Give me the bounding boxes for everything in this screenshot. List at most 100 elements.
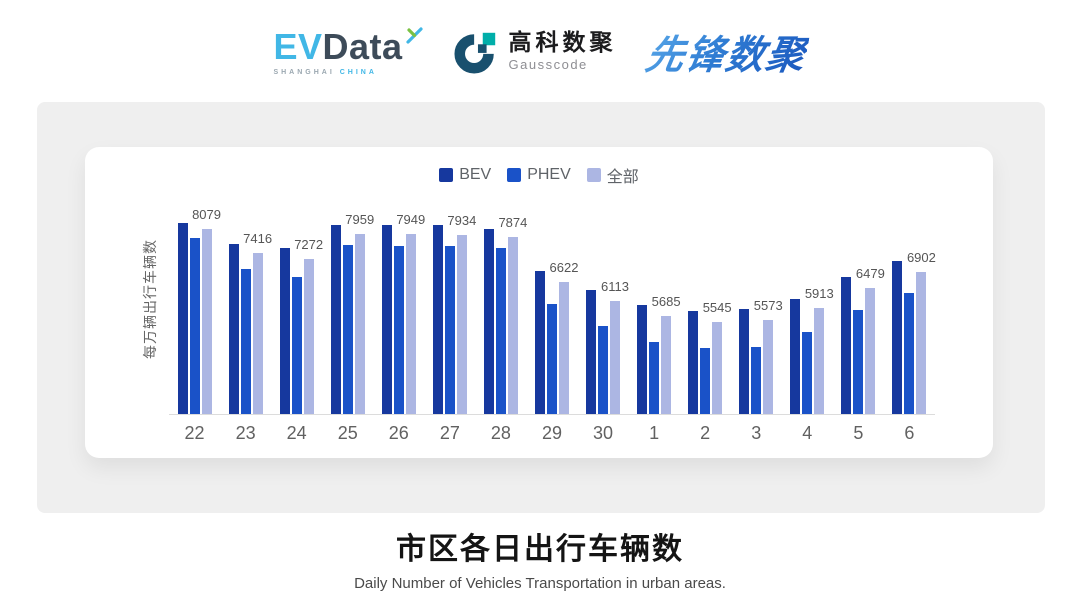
- x-axis-label: 4: [802, 423, 813, 443]
- bar-all[interactable]: [507, 236, 518, 414]
- bar-bev[interactable]: [381, 225, 392, 414]
- bar-phev[interactable]: [240, 269, 251, 414]
- x-axis-label: 30: [593, 423, 614, 443]
- bar-phev[interactable]: [598, 326, 609, 414]
- bar-all[interactable]: [610, 300, 621, 414]
- bar-phev[interactable]: [802, 332, 813, 414]
- legend-item-bev[interactable]: BEV: [439, 166, 491, 184]
- bar-phev[interactable]: [444, 245, 455, 414]
- bar-bev[interactable]: [483, 229, 494, 414]
- bar-group: 8079 22: [169, 207, 221, 443]
- bar-group: 5545 2: [680, 215, 732, 443]
- legend-swatch: [507, 168, 522, 182]
- x-axis-label: 1: [649, 423, 660, 443]
- bar-value-label: 5545: [702, 299, 732, 315]
- x-axis-label: 22: [184, 423, 205, 443]
- bar-phev[interactable]: [291, 277, 302, 414]
- x-axis-label: 28: [490, 423, 511, 443]
- bar-bev[interactable]: [637, 304, 648, 414]
- chart-legend: BEV PHEV 全部: [85, 163, 993, 187]
- x-axis-label: 29: [541, 423, 562, 443]
- evdata-data-text: Data: [322, 26, 403, 67]
- bar-bev[interactable]: [688, 310, 699, 414]
- bar-phev[interactable]: [904, 292, 915, 414]
- bar-group: 7874 28: [475, 214, 528, 443]
- bar-phev[interactable]: [342, 244, 353, 414]
- bar-bev[interactable]: [228, 243, 239, 414]
- bar-group: 6113 30: [578, 215, 630, 443]
- bar-phev[interactable]: [751, 346, 762, 414]
- bar-phev[interactable]: [189, 237, 200, 414]
- bar-value-label: 6479: [855, 265, 885, 281]
- legend-swatch: [439, 168, 454, 182]
- x-axis-label: 26: [388, 423, 409, 443]
- x-axis-label: 6: [904, 423, 915, 443]
- bar-phev[interactable]: [495, 247, 506, 414]
- bar-group: 5913 4: [782, 215, 834, 443]
- x-axis-label: 27: [439, 423, 460, 443]
- bar-bev[interactable]: [586, 290, 597, 414]
- bar-value-label: 7934: [447, 212, 477, 228]
- evdata-tagline-china: CHINA: [339, 69, 377, 76]
- bar-all[interactable]: [661, 316, 672, 414]
- x-axis-label: 23: [235, 423, 256, 443]
- legend-item-phev[interactable]: PHEV: [507, 166, 571, 184]
- bar-bev[interactable]: [841, 277, 852, 414]
- bar-all[interactable]: [558, 282, 569, 414]
- bar-group: 7959 25: [322, 212, 374, 443]
- footer: 市区各日出行车辆数 Daily Number of Vehicles Trans…: [0, 524, 1080, 592]
- y-axis-title: 每万辆出行车辆数: [142, 239, 158, 359]
- bar-value-label: 5913: [804, 286, 834, 302]
- bar-all[interactable]: [814, 308, 825, 414]
- bar-value-label: 6113: [601, 278, 630, 294]
- gausscode-name-en: Gausscode: [508, 56, 588, 72]
- bar-value-label: 8079: [192, 207, 221, 223]
- bar-bev[interactable]: [279, 247, 290, 414]
- bar-bev[interactable]: [892, 260, 903, 414]
- legend-item-all[interactable]: 全部: [586, 163, 639, 187]
- bar-phev[interactable]: [546, 303, 557, 414]
- bar-phev[interactable]: [393, 245, 404, 414]
- bar-phev[interactable]: [853, 309, 864, 414]
- bar-all[interactable]: [712, 321, 723, 414]
- bar-bev[interactable]: [739, 308, 750, 414]
- bar-bev[interactable]: [534, 271, 545, 414]
- bar-group: 6479 5: [833, 215, 885, 443]
- legend-label: 全部: [606, 169, 639, 186]
- bar-bev[interactable]: [790, 298, 801, 414]
- x-axis-label: 3: [751, 423, 762, 443]
- bar-value-label: 5685: [651, 294, 681, 310]
- legend-label: PHEV: [527, 166, 571, 183]
- bar-value-label: 7416: [243, 231, 273, 247]
- evdata-wordmark: EV Data: [273, 26, 423, 65]
- bar-group: 6902 6: [884, 215, 936, 443]
- x-axis-label: 5: [853, 423, 864, 443]
- bar-bev[interactable]: [330, 225, 341, 414]
- bar-all[interactable]: [303, 258, 314, 414]
- bar-value-label: 7874: [498, 214, 528, 230]
- bar-all[interactable]: [456, 234, 467, 414]
- bar-all[interactable]: [763, 320, 774, 414]
- gausscode-name-cn: 高科数聚: [508, 29, 617, 56]
- bar-bev[interactable]: [432, 225, 443, 414]
- evdata-logo: EV Data SHANGHAI CHINA: [273, 26, 423, 76]
- bar-value-label: 7272: [294, 236, 324, 252]
- bar-all[interactable]: [252, 253, 263, 414]
- pioneer-logo: 先锋数聚: [641, 22, 811, 79]
- bar-all[interactable]: [201, 229, 212, 414]
- bar-all[interactable]: [354, 233, 365, 414]
- bar-phev[interactable]: [649, 342, 660, 414]
- bar-all[interactable]: [916, 272, 927, 414]
- evdata-ev-text: EV: [273, 26, 323, 67]
- chart-title: 市区各日出行车辆数: [396, 533, 684, 566]
- bar-value-label: 5573: [753, 298, 783, 314]
- gausscode-mark-icon: [453, 28, 500, 74]
- bar-group: 7934 27: [424, 212, 477, 443]
- bar-phev[interactable]: [700, 347, 711, 414]
- bar-all[interactable]: [865, 287, 876, 414]
- header-logos: EV Data SHANGHAI CHINA 高科数聚 Gausscode: [0, 20, 1080, 82]
- bar-group: 7416 23: [220, 215, 273, 443]
- bar-bev[interactable]: [177, 223, 188, 414]
- bar-all[interactable]: [405, 234, 416, 414]
